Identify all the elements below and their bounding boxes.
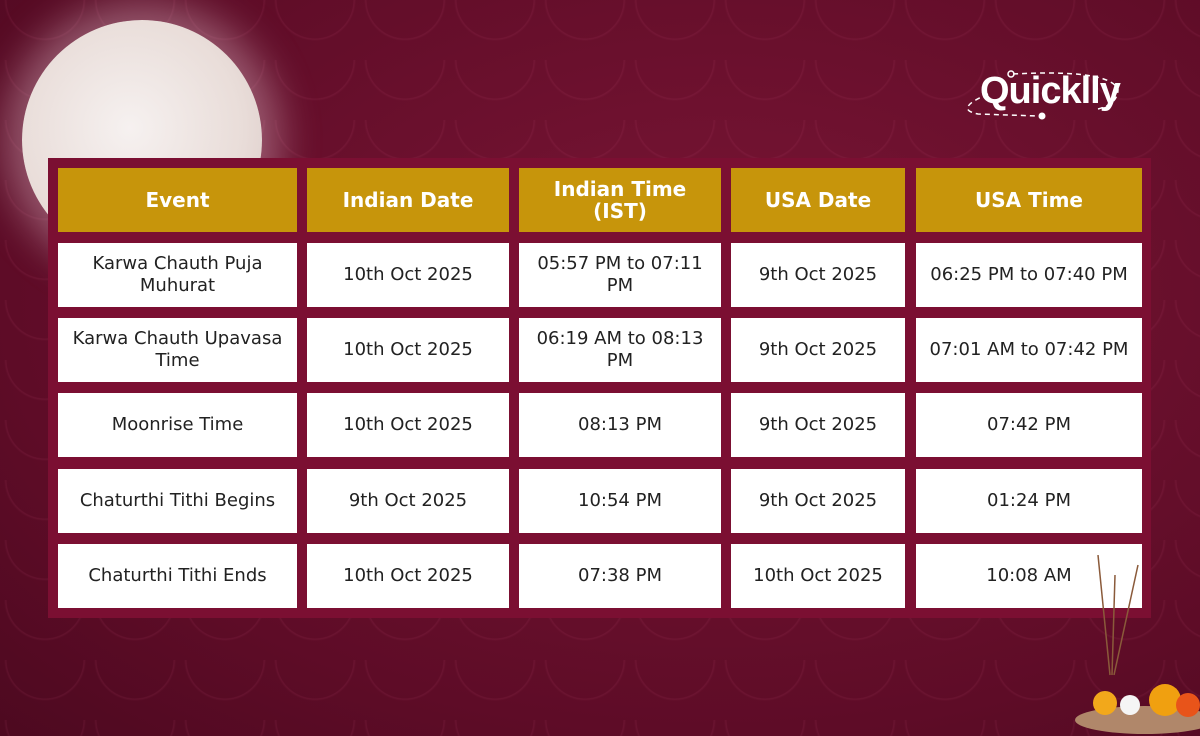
cell-event: Karwa Chauth Upavasa Time	[58, 318, 297, 382]
cell-usa-time: 01:24 PM	[916, 469, 1142, 533]
cell-usa-date: 9th Oct 2025	[731, 318, 905, 382]
cell-indian-time: 10:54 PM	[519, 469, 721, 533]
quicklly-logo[interactable]: Quicklly	[958, 64, 1148, 124]
logo-text: Quicklly	[980, 70, 1121, 112]
cell-event: Karwa Chauth Puja Muhurat	[58, 243, 297, 307]
header-event: Event	[58, 168, 297, 232]
header-usa-date: USA Date	[731, 168, 905, 232]
cell-usa-date: 9th Oct 2025	[731, 469, 905, 533]
cell-usa-time: 06:25 PM to 07:40 PM	[916, 243, 1142, 307]
cell-usa-date: 9th Oct 2025	[731, 393, 905, 457]
cell-usa-date: 9th Oct 2025	[731, 243, 905, 307]
header-usa-time: USA Time	[916, 168, 1142, 232]
header-indian-time: Indian Time (IST)	[519, 168, 721, 232]
cell-indian-time: 07:38 PM	[519, 544, 721, 608]
cell-usa-time: 10:08 AM	[916, 544, 1142, 608]
cell-event: Chaturthi Tithi Begins	[58, 469, 297, 533]
cell-event: Chaturthi Tithi Ends	[58, 544, 297, 608]
schedule-table: Event Indian Date Indian Time (IST) USA Dat…	[48, 158, 1151, 618]
route-dashes-icon	[966, 70, 1119, 120]
cell-indian-date: 10th Oct 2025	[307, 393, 509, 457]
cell-indian-date: 10th Oct 2025	[307, 318, 509, 382]
header-indian-date: Indian Date	[307, 168, 509, 232]
cell-indian-date: 9th Oct 2025	[307, 469, 509, 533]
cell-indian-date: 10th Oct 2025	[307, 243, 509, 307]
cell-indian-date: 10th Oct 2025	[307, 544, 509, 608]
pooja-thali-image	[1075, 555, 1200, 734]
cell-usa-time: 07:01 AM to 07:42 PM	[916, 318, 1142, 382]
cell-indian-time: 06:19 AM to 08:13 PM	[519, 318, 721, 382]
cell-usa-time: 07:42 PM	[916, 393, 1142, 457]
cell-event: Moonrise Time	[58, 393, 297, 457]
cell-indian-time: 08:13 PM	[519, 393, 721, 457]
cell-indian-time: 05:57 PM to 07:11 PM	[519, 243, 721, 307]
cell-usa-date: 10th Oct 2025	[731, 544, 905, 608]
